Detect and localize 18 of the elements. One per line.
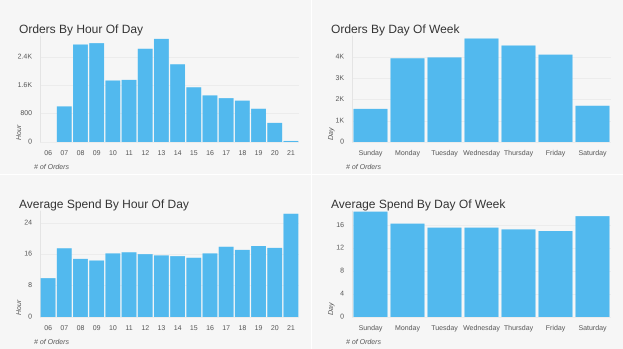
chart-title: Orders By Day Of Week <box>331 22 460 36</box>
chart-title: Orders By Hour Of Day <box>19 22 144 36</box>
bar <box>353 212 388 317</box>
bar <box>464 38 499 142</box>
bar <box>538 54 573 142</box>
bar <box>427 57 462 142</box>
bar <box>390 224 425 317</box>
bar <box>538 231 573 317</box>
bar <box>353 108 388 142</box>
bar <box>464 228 499 317</box>
chart-title: Average Spend By Hour Of Day <box>19 197 189 211</box>
bar <box>575 216 610 317</box>
bar <box>501 229 536 317</box>
bar <box>427 228 462 317</box>
chart-title: Average Spend By Day Of Week <box>331 197 506 211</box>
bar <box>575 106 610 142</box>
bar <box>390 58 425 142</box>
bar <box>501 46 536 142</box>
